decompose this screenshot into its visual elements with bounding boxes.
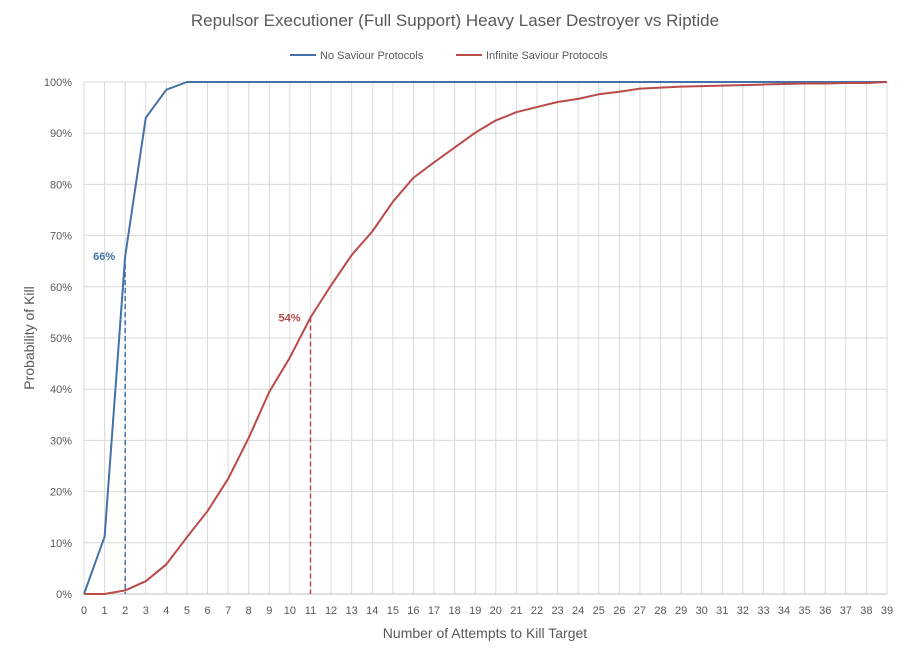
- x-tick-label: 18: [448, 605, 460, 617]
- series-lines: [83, 81, 888, 595]
- x-tick-label: 11: [305, 605, 316, 617]
- x-tick-label: 8: [246, 605, 252, 617]
- legend-label-no-saviour: No Saviour Protocols: [320, 50, 424, 62]
- x-tick-label: 24: [572, 605, 584, 617]
- x-tick-label: 26: [613, 605, 625, 617]
- y-tick-label: 40%: [50, 384, 72, 396]
- x-tick-label: 14: [366, 605, 378, 617]
- x-tick-label: 16: [407, 605, 419, 617]
- x-tick-label: 1: [102, 605, 108, 617]
- y-axis-ticks: 0% 10% 20% 30% 40% 50% 60% 70% 80% 90% 100%: [44, 77, 72, 601]
- x-tick-label: 13: [346, 605, 358, 617]
- y-tick-label: 20%: [50, 487, 72, 499]
- x-tick-label: 20: [490, 605, 502, 617]
- x-tick-label: 29: [675, 605, 687, 617]
- x-tick-label: 15: [387, 605, 399, 617]
- x-tick-label: 35: [799, 605, 811, 617]
- y-tick-label: 50%: [50, 333, 72, 345]
- x-tick-label: 17: [428, 605, 440, 617]
- x-tick-label: 23: [551, 605, 563, 617]
- x-tick-label: 3: [143, 605, 149, 617]
- x-tick-label: 36: [819, 605, 831, 617]
- x-tick-label: 38: [860, 605, 872, 617]
- x-axis-ticks: 0 1 2 3 4 5 6 7 8 9 10 11 12 13 14 15 16 17 18 19 20 21 22 23 24…: [81, 605, 893, 617]
- y-tick-label: 30%: [50, 435, 72, 447]
- annotation-label: 54%: [278, 313, 300, 325]
- x-tick-label: 32: [737, 605, 749, 617]
- y-tick-label: 10%: [50, 538, 72, 550]
- y-tick-label: 90%: [50, 128, 72, 140]
- x-tick-label: 4: [163, 605, 169, 617]
- x-tick-label: 33: [757, 605, 769, 617]
- annotation-labels: 66% 54%: [93, 251, 301, 324]
- legend-label-infinite-saviour: Infinite Saviour Protocols: [486, 50, 608, 62]
- y-tick-label: 60%: [50, 282, 72, 294]
- annotation-label: 66%: [93, 251, 115, 263]
- x-axis-title: Number of Attempts to Kill Target: [383, 625, 587, 641]
- x-tick-label: 19: [469, 605, 481, 617]
- gridlines: [83, 81, 888, 595]
- x-tick-label: 10: [284, 605, 296, 617]
- x-tick-label: 9: [266, 605, 272, 617]
- x-tick-label: 39: [881, 605, 893, 617]
- y-tick-label: 100%: [44, 77, 72, 89]
- x-tick-label: 12: [325, 605, 337, 617]
- x-tick-label: 30: [696, 605, 708, 617]
- chart-title: Repulsor Executioner (Full Support) Heav…: [191, 11, 719, 30]
- legend: No Saviour Protocols Infinite Saviour Pr…: [290, 50, 608, 62]
- x-tick-label: 0: [81, 605, 87, 617]
- annotation-drop-lines: [124, 256, 312, 594]
- y-tick-label: 0%: [56, 589, 72, 601]
- x-tick-label: 22: [531, 605, 543, 617]
- series-line-0: [83, 81, 887, 595]
- x-tick-label: 2: [122, 605, 128, 617]
- x-tick-label: 27: [634, 605, 646, 617]
- x-tick-label: 7: [225, 605, 231, 617]
- y-tick-label: 80%: [50, 179, 72, 191]
- y-tick-label: 70%: [50, 231, 72, 243]
- series-line-1: [84, 81, 888, 595]
- x-tick-label: 6: [204, 605, 210, 617]
- x-tick-label: 5: [184, 605, 190, 617]
- x-tick-label: 34: [778, 605, 790, 617]
- x-tick-label: 21: [510, 605, 522, 617]
- x-tick-label: 25: [593, 605, 605, 617]
- y-axis-title: Probability of Kill: [21, 286, 37, 390]
- x-tick-label: 28: [654, 605, 666, 617]
- x-tick-label: 31: [716, 605, 728, 617]
- x-tick-label: 37: [840, 605, 852, 617]
